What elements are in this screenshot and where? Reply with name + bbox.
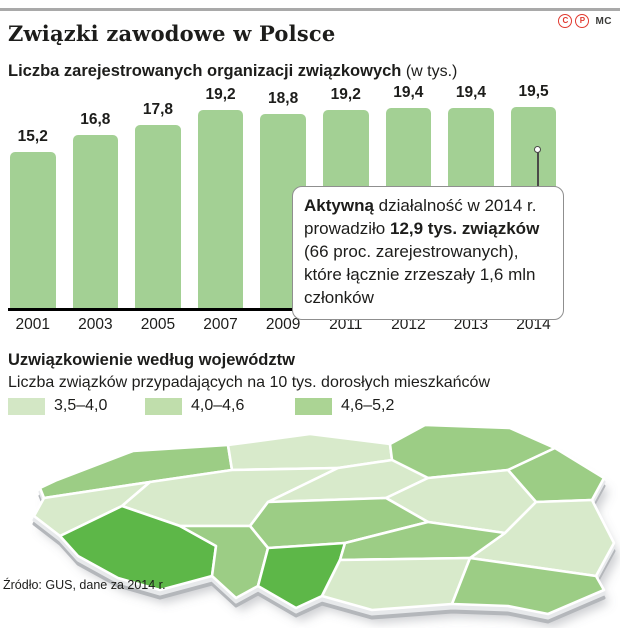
x-tick-label: 2003 — [78, 316, 113, 333]
source-note: Źródło: GUS, dane za 2014 r. — [3, 578, 166, 592]
legend-label: 3,5–4,0 — [54, 397, 108, 414]
map-legend: 3,5–4,0 4,0–4,6 4,6–5,2 — [0, 397, 620, 415]
map-section-subtitle: Liczba związków przypadających na 10 tys… — [8, 374, 490, 391]
copyright-p-icon: P — [575, 14, 590, 28]
bar-value-label: 19,2 — [205, 86, 236, 104]
legend-label: 4,0–4,6 — [191, 397, 245, 414]
chart-title: Liczba zarejestrowanych organizacji zwią… — [8, 62, 457, 81]
x-tick-label: 2005 — [140, 316, 176, 333]
annotation-text: (66 proc. zarejestrowanych), które łączn… — [304, 242, 536, 308]
poland-map-wrap — [0, 418, 620, 627]
credit-initials: MC — [595, 15, 612, 27]
bar-value-label: 15,2 — [17, 127, 48, 145]
bar-value-label: 19,5 — [518, 83, 549, 100]
x-tick-label: 2001 — [15, 316, 50, 333]
x-tick-label: 2007 — [203, 316, 238, 333]
bar-2005 — [135, 124, 181, 310]
x-axis-line — [8, 308, 558, 311]
bar-value-label: 19,4 — [455, 84, 487, 102]
annotation-bold-text: 12,9 tys. związków — [390, 219, 540, 239]
x-tick-label: 2009 — [265, 316, 301, 333]
chart-title-main: Liczba zarejestrowanych organizacji zwią… — [8, 62, 402, 80]
legend-item-dark: 4,6–5,2 — [295, 397, 394, 415]
bar-value-label: 16,8 — [80, 111, 111, 129]
bar-value-label: 17,8 — [142, 100, 174, 118]
region-podkarpackie — [450, 556, 606, 616]
legend-swatch-light — [8, 397, 45, 415]
bar-value-label: 19,4 — [393, 84, 424, 102]
page-title: Związki zawodowe w Polsce — [8, 21, 336, 46]
copyright-c-icon: C — [558, 14, 573, 28]
top-rule — [0, 8, 620, 11]
legend-item-medium: 4,0–4,6 — [145, 397, 244, 415]
region-malopolskie — [320, 556, 472, 612]
legend-swatch-dark — [295, 397, 332, 415]
annotation-text: działalność w 2014 r. prowadziło — [304, 196, 537, 239]
bar-2007 — [197, 110, 244, 310]
bar-2001 — [10, 151, 56, 310]
copyright-badges: C P MC — [558, 14, 612, 28]
map-section-title: Uzwiązkowienie według województw — [8, 351, 295, 369]
legend-item-light: 3,5–4,0 — [8, 397, 107, 415]
x-tick-label: 2011 — [329, 316, 363, 333]
annotation-bold-text: Aktywną — [304, 196, 374, 215]
bar-value-label: 18,8 — [268, 90, 299, 108]
x-tick-label: 2012 — [391, 316, 426, 333]
x-tick-label: 2013 — [453, 316, 489, 333]
poland-map — [32, 423, 619, 627]
bar-value-label: 19,2 — [330, 86, 361, 104]
callout-line — [537, 152, 539, 186]
bar-2003 — [72, 135, 119, 310]
chart-title-unit: (w tys.) — [401, 63, 458, 80]
legend-swatch-medium — [145, 397, 182, 415]
legend-label: 4,6–5,2 — [341, 397, 395, 414]
annotation-box: Aktywną działalność w 2014 r. prowadziło… — [292, 186, 564, 320]
x-tick-label: 2014 — [516, 316, 551, 333]
